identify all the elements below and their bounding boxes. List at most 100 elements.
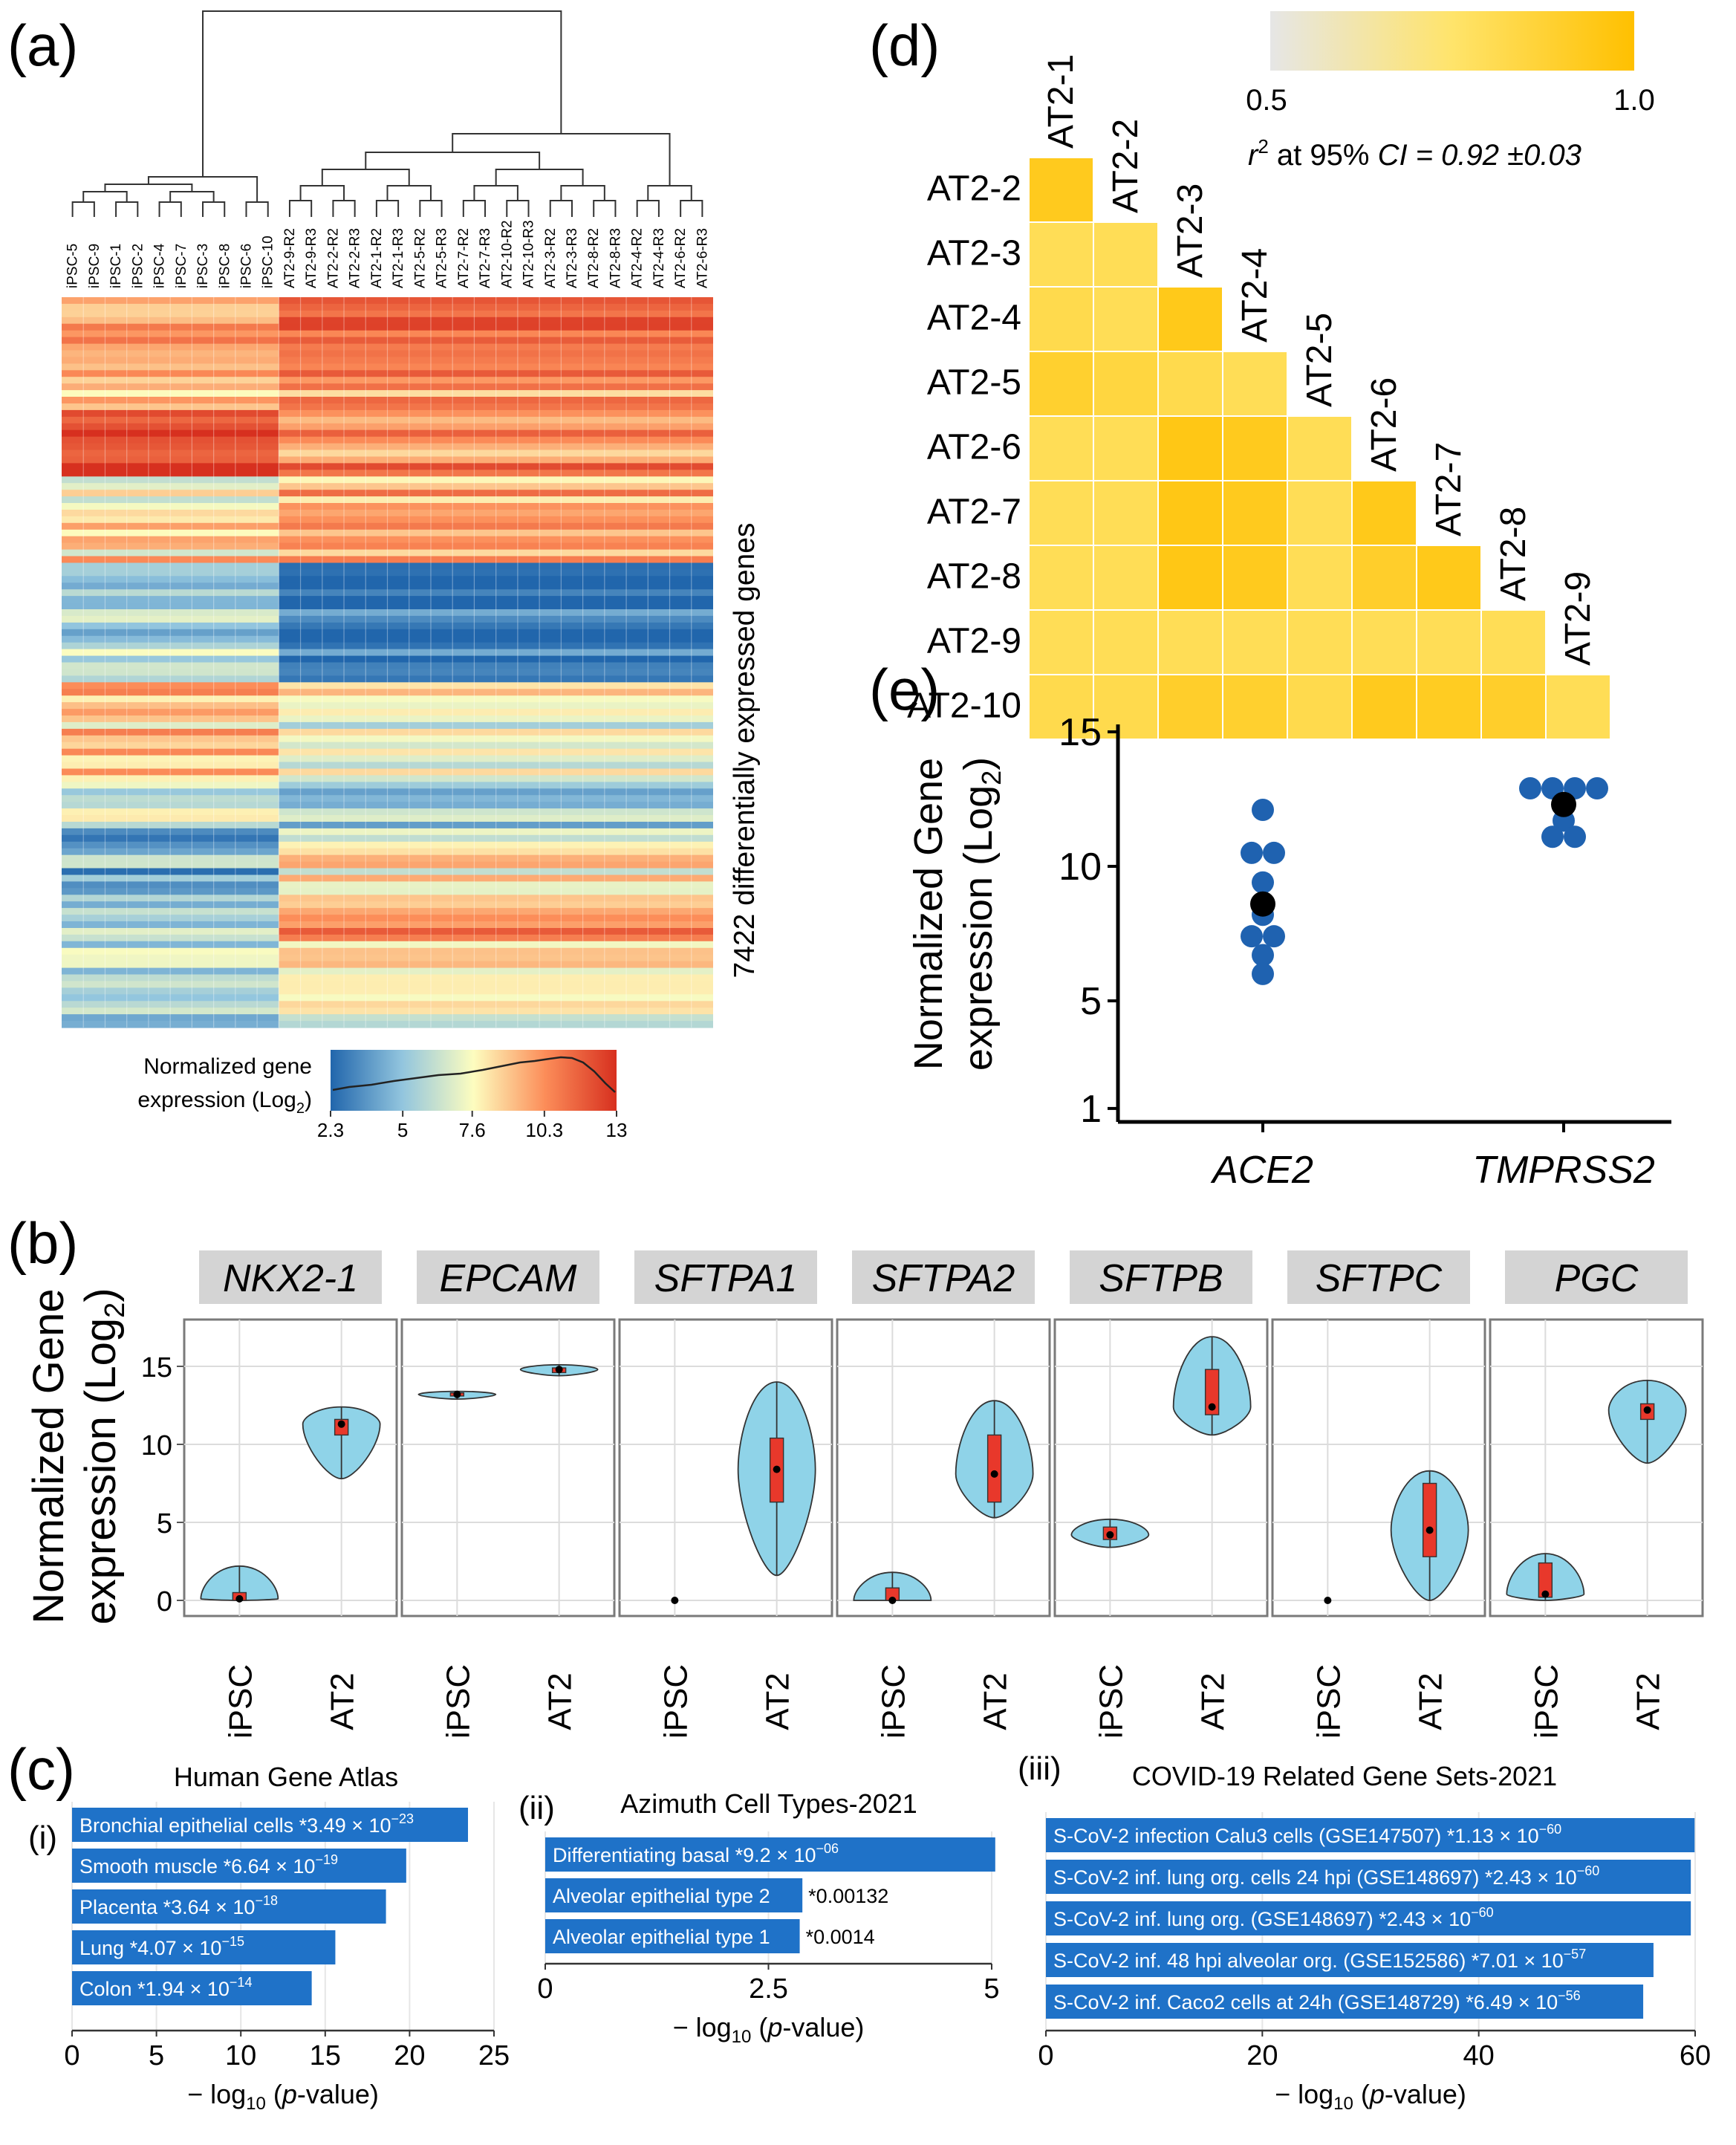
c-xtick-label: 2.5: [749, 1973, 788, 2005]
e-point: [1241, 925, 1263, 948]
a-sample-label: iPSC-8: [217, 244, 233, 288]
a-heat-cell: [62, 383, 279, 391]
b-facet-title: SFTPB: [1099, 1257, 1223, 1300]
a-heat-cell: [62, 928, 279, 935]
a-heat-cell: [62, 662, 279, 669]
a-heat-cell: [62, 536, 279, 544]
a-heat-cell: [279, 762, 713, 769]
a-sample-label: AT2-5-R2: [412, 228, 428, 288]
a-heat-cell: [62, 669, 279, 676]
panel-label-e: (e): [869, 657, 940, 722]
a-heat-cell: [62, 709, 279, 716]
a-heat-cell: [279, 662, 713, 669]
c-xtick-label: 20: [394, 2040, 425, 2071]
a-heat-cell: [279, 343, 713, 351]
a-heat-cell: [62, 947, 279, 955]
d-colorbar-gradient: [1270, 11, 1634, 71]
a-heat-cell: [62, 994, 279, 1002]
a-heat-cell: [279, 715, 713, 723]
a-heat-cell: [62, 450, 279, 457]
a-heat-cell: [62, 702, 279, 710]
b-median-point: [235, 1594, 244, 1603]
panel-a-heatmap: iPSC-5 iPSC-9 iPSC-1 iPSC-2 iPSC-4 iPSC-7 iPSC…: [62, 10, 761, 1141]
d-cell: [1157, 609, 1223, 675]
d-cell: [1093, 674, 1159, 740]
e-point: [1252, 871, 1274, 894]
a-heat-cell: [279, 961, 713, 969]
a-heat-cell: [279, 463, 713, 470]
c-title: COVID-19 Related Gene Sets-2021: [1132, 1761, 1557, 1791]
a-heat-cell: [62, 397, 279, 404]
d-cell: [1416, 674, 1482, 740]
d-cell: [1351, 545, 1417, 611]
d-cell: [1287, 609, 1353, 675]
a-heat-cell: [62, 834, 279, 843]
a-heat-cell: [279, 615, 713, 623]
a-heat-cell: [62, 675, 279, 683]
c-sublabel: (i): [28, 1820, 57, 1856]
a-heat-cell: [62, 583, 279, 590]
c-xtick-label: 10: [225, 2040, 256, 2071]
b-xtick-label: AT2: [1631, 1672, 1667, 1730]
a-heat-cell: [62, 901, 279, 909]
a-heat-cell: [62, 748, 279, 756]
d-labels: AT2-2 AT2-3 AT2-4 AT2-5 AT2-6 AT2-7 AT2-8 AT2-9…: [907, 54, 1598, 726]
d-cell: [1093, 609, 1159, 675]
a-heat-cell: [62, 795, 279, 802]
a-heat-cell: [62, 888, 279, 895]
a-heat-cell: [279, 815, 713, 822]
d-cell: [1222, 674, 1288, 740]
b-xtick-label: AT2: [978, 1672, 1014, 1730]
a-heat-cell: [62, 762, 279, 769]
a-sample-label: AT2-7-R3: [478, 228, 493, 288]
a-colorbar-tick-label: 10.3: [526, 1119, 564, 1141]
a-heat-cell: [279, 629, 713, 637]
panel-label-d: (d): [869, 13, 940, 78]
a-heat-cell: [62, 429, 279, 438]
a-heat-cell: [279, 1007, 713, 1015]
a-heat-cell: [62, 861, 279, 869]
c-panel-1: Human Gene Atlas (i) Bronchial epithelial …: [28, 1762, 510, 2114]
c-bar-label: S-CoV-2 inf. lung org. (GSE148697) *2.43…: [1053, 1905, 1494, 1930]
b-box: [1422, 1482, 1437, 1557]
a-heat-cell: [62, 297, 279, 305]
a-heat-cell: [279, 881, 713, 889]
b-xtick-label: AT2: [760, 1672, 796, 1730]
d-col-label: AT2-7: [1429, 442, 1469, 536]
b-facet-nkx2-1: NKX2-1 iPSC AT2: [183, 1250, 398, 1739]
a-colorbar-tick-label: 5: [397, 1119, 408, 1141]
d-cell: [1028, 351, 1094, 417]
a-heat-cell: [279, 317, 713, 325]
a-heat-cell: [279, 1001, 713, 1008]
a-heat-cell: [62, 403, 279, 411]
b-xtick-label: iPSC: [440, 1664, 476, 1739]
a-dendro-link: [549, 200, 573, 217]
a-heat-cell: [62, 721, 279, 730]
a-heat-cell: [279, 303, 713, 311]
e-mean-point: [1551, 791, 1576, 817]
e-point: [1519, 777, 1541, 800]
b-facet-header: [1505, 1250, 1688, 1304]
e-point: [1252, 799, 1274, 821]
a-heat-cell: [279, 854, 713, 863]
d-cell: [1028, 286, 1094, 352]
d-cell: [1157, 545, 1223, 611]
a-dendro-link: [462, 200, 487, 217]
d-cell: [1093, 480, 1159, 546]
a-dendro-link: [647, 185, 692, 201]
a-heat-cell: [279, 397, 713, 404]
a-heat-cell: [62, 915, 279, 922]
c-bar-label: S-CoV-2 infection Calu3 cells (GSE147507…: [1053, 1822, 1561, 1847]
a-heat-cell: [62, 854, 279, 863]
d-colorbar-max: 1.0: [1613, 84, 1655, 117]
a-heat-cell: [279, 635, 713, 643]
c-sublabel: (ii): [518, 1790, 555, 1826]
e-ylabel-1: Normalized Gene: [906, 758, 951, 1070]
a-heat-cell: [62, 1007, 279, 1015]
a-sample-label: AT2-1-R3: [391, 228, 406, 288]
a-heat-cell: [279, 357, 713, 364]
a-heat-cell: [62, 596, 279, 603]
b-ylabel-1: Normalized Gene: [25, 1288, 73, 1623]
a-heat-cell: [279, 755, 713, 763]
